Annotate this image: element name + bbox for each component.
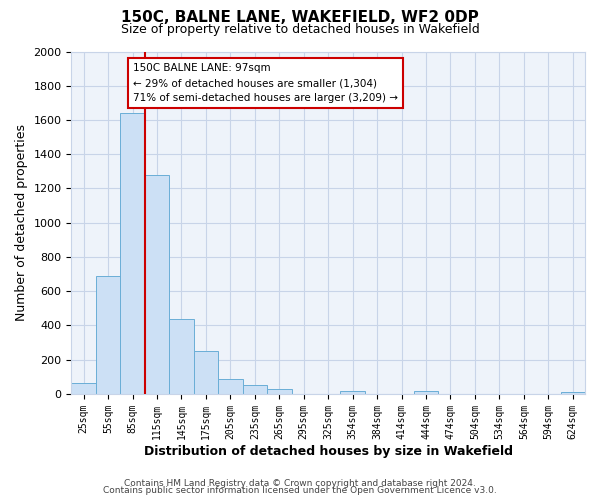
Bar [96, 276, 121, 394]
Bar [71, 383, 96, 394]
Bar [242, 385, 267, 394]
Text: Contains public sector information licensed under the Open Government Licence v3: Contains public sector information licen… [103, 486, 497, 495]
Text: Size of property relative to detached houses in Wakefield: Size of property relative to detached ho… [121, 22, 479, 36]
Bar [169, 320, 194, 394]
X-axis label: Distribution of detached houses by size in Wakefield: Distribution of detached houses by size … [144, 444, 513, 458]
Bar [560, 392, 585, 394]
Text: 150C BALNE LANE: 97sqm
← 29% of detached houses are smaller (1,304)
71% of semi-: 150C BALNE LANE: 97sqm ← 29% of detached… [133, 64, 398, 103]
Bar [218, 378, 242, 394]
Text: Contains HM Land Registry data © Crown copyright and database right 2024.: Contains HM Land Registry data © Crown c… [124, 478, 476, 488]
Bar [267, 389, 292, 394]
Y-axis label: Number of detached properties: Number of detached properties [15, 124, 28, 321]
Text: 150C, BALNE LANE, WAKEFIELD, WF2 0DP: 150C, BALNE LANE, WAKEFIELD, WF2 0DP [121, 10, 479, 25]
Bar [340, 390, 365, 394]
Bar [194, 351, 218, 394]
Bar [145, 175, 169, 394]
Bar [414, 392, 438, 394]
Bar [121, 113, 145, 394]
